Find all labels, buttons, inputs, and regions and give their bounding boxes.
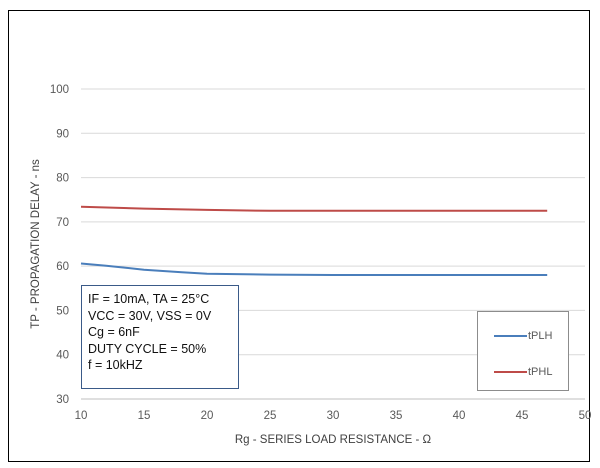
legend-label: tPHL — [528, 366, 553, 378]
y-tick-label: 80 — [56, 173, 69, 185]
y-tick-label: 60 — [56, 261, 69, 273]
legend-swatch — [494, 371, 527, 373]
series-lines — [80, 205, 548, 276]
y-axis-ticks: 30 40 50 60 70 80 90 100 — [50, 84, 69, 406]
x-tick-label: 45 — [516, 410, 529, 422]
condition-line: Cg = 6nF — [88, 325, 140, 339]
x-axis-ticks: 10 15 20 25 30 35 40 45 50 — [75, 410, 592, 422]
y-tick-label: 30 — [56, 394, 69, 406]
y-tick-label: 90 — [56, 128, 69, 140]
x-tick-label: 10 — [75, 410, 88, 422]
x-tick-label: 30 — [327, 410, 340, 422]
y-axis-title: TP - PROPAGATION DELAY - ns — [30, 159, 42, 329]
x-axis-title: Rg - SERIES LOAD RESISTANCE - Ω — [235, 434, 432, 446]
legend-item-tphl: tPHL — [494, 365, 552, 379]
test-conditions-box: IF = 10mA, TA = 25°C VCC = 30V, VSS = 0V… — [81, 285, 239, 389]
x-tick-label: 35 — [390, 410, 403, 422]
y-tick-label: 40 — [56, 350, 69, 362]
condition-line: VCC = 30V, VSS = 0V — [88, 308, 212, 323]
condition-line: DUTY CYCLE = 50% — [88, 341, 207, 356]
series-line-tplh — [80, 262, 548, 276]
x-tick-label: 25 — [264, 410, 277, 422]
y-tick-label: 70 — [56, 217, 69, 229]
legend: tPLH tPHL — [477, 311, 569, 391]
y-tick-label: 50 — [56, 305, 69, 317]
series-line-tphl — [80, 205, 548, 212]
x-tick-label: 50 — [579, 410, 592, 422]
x-tick-label: 40 — [453, 410, 466, 422]
condition-line: f = 10kHZ — [88, 358, 143, 372]
y-tick-label: 100 — [50, 84, 69, 96]
x-tick-label: 15 — [138, 410, 151, 422]
legend-label: tPLH — [528, 330, 553, 342]
x-tick-label: 20 — [201, 410, 214, 422]
legend-item-tplh: tPLH — [494, 329, 552, 343]
condition-line: IF = 10mA, TA = 25°C — [88, 292, 210, 306]
legend-swatch — [494, 335, 527, 337]
